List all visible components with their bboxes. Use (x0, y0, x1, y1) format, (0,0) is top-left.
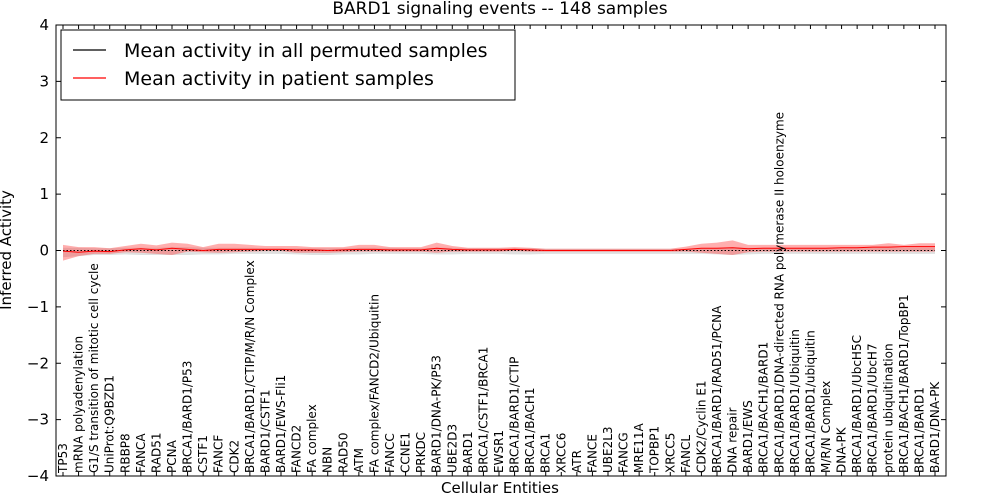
x-tick-label: BRCA1/BARD1/ubiquitin (803, 330, 817, 473)
x-tick-label: UBE2L3 (601, 426, 615, 473)
x-tick-label: ATM (352, 448, 366, 473)
x-tick-label: UniProt:Q9BZD1 (103, 375, 117, 473)
x-tick-label: BRCA1/BARD1/UbcH7 (866, 343, 880, 473)
x-tick-label: RAD51 (149, 432, 163, 473)
x-tick-label: BARD1/CSTF1 (258, 389, 272, 473)
legend: Mean activity in all permuted samples Me… (60, 29, 516, 101)
x-tick-label: FANCC (383, 433, 397, 473)
y-tick-label: 0 (39, 242, 49, 260)
x-tick-label: BRCA1/CSTF1/BRCA1 (476, 347, 490, 473)
y-tick-label: 2 (39, 129, 49, 147)
x-tick-label: ATR (570, 450, 584, 473)
x-axis-label: Cellular Entities (441, 479, 559, 497)
x-tick-label: BRCA1/BARD1/CTIP/M/R/N Complex (243, 260, 257, 473)
x-tick-label: BRCA1/BARD1/DNA-directed RNA polymerase … (772, 112, 786, 473)
x-tick-label: PRKDC (414, 432, 428, 473)
x-tick-label: BRCA1/BARD1/UbcH5C (850, 335, 864, 473)
x-tick-label: FANCD2 (290, 425, 304, 473)
chart-title: BARD1 signaling events -- 148 samples (332, 0, 667, 19)
x-tick-label: EWSR1 (492, 430, 506, 473)
y-tick-label: 1 (39, 185, 49, 203)
x-tick-label: BRCA1/BARD1/P53 (181, 361, 195, 473)
x-tick-label: CDK2/Cyclin E1 (694, 380, 708, 473)
x-tick-label: BARD1/EWS (741, 400, 755, 473)
x-tick-label: BRCA1/BACH1/BARD1 (757, 342, 771, 473)
x-tick-label: BRCA1/BARD1 (912, 387, 926, 473)
x-tick-label: MRE11A (632, 422, 646, 473)
x-tick-label: FA complex/FANCD2/Ubiquitin (367, 294, 381, 473)
x-tick-label: DNA repair (726, 407, 740, 473)
x-tick-label: BRCA1/BACH1/BARD1/TopBP1 (897, 294, 911, 473)
y-tick-label: 4 (39, 16, 49, 34)
y-tick-label: 3 (39, 72, 49, 90)
legend-box (60, 29, 516, 101)
series-1-line (62, 246, 935, 253)
y-tick-label: −2 (27, 354, 49, 372)
y-axis-label: Inferred Activity (0, 190, 15, 310)
y-tick-label: −4 (27, 467, 49, 485)
x-tick-label: mRNA polyadenylation (72, 336, 86, 473)
x-tick-label: BRCA1/BARD1/RAD51/PCNA (710, 305, 724, 473)
x-tick-label: BARD1/DNA-PK (928, 381, 942, 473)
x-tick-label: DNA-PK (835, 426, 849, 473)
x-tick-label: FANCE (585, 434, 599, 473)
x-tick-label: FANCA (134, 433, 148, 473)
y-tick-label: −3 (27, 411, 49, 429)
x-tick-label: BARD1 (461, 431, 475, 473)
x-tick-label: XRCC5 (663, 433, 677, 473)
x-tick-label: TOPBP1 (648, 426, 662, 474)
x-tick-label: RBBP8 (118, 433, 132, 473)
series-1-band (63, 240, 935, 261)
x-tick-label: XRCC6 (554, 433, 568, 473)
x-tick-label: CDK2 (227, 440, 241, 473)
x-tick-label: FANCF (212, 435, 226, 473)
x-tick-label: BARD1/DNA-PK/P53 (430, 355, 444, 473)
x-tick-label: FANCL (679, 435, 693, 473)
y-tick-label: −1 (27, 298, 49, 316)
x-tick-label: TP53 (56, 443, 70, 474)
x-tick-label: BRCA1/BARD1/Ubiquitin (788, 329, 802, 473)
x-tick-label: NBN (321, 447, 335, 473)
x-tick-label: CCNE1 (399, 432, 413, 473)
x-tick-label: BARD1/EWS-Fli1 (274, 375, 288, 473)
x-tick-label: BRCA1/BACH1 (523, 387, 537, 473)
legend-label-patient: Mean activity in patient samples (124, 68, 434, 90)
x-tick-label: BRCA1/BARD1/CTIP (508, 357, 522, 473)
x-tick-label: M/R/N Complex (819, 381, 833, 473)
x-tick-label: PCNA (165, 439, 179, 473)
x-tick-label: CSTF1 (196, 435, 210, 473)
x-tick-label: FA complex (305, 404, 319, 473)
x-tick-label: FANCG (617, 432, 631, 473)
legend-label-permuted: Mean activity in all permuted samples (124, 40, 487, 62)
x-tick-label: G1/S transition of mitotic cell cycle (87, 263, 101, 473)
x-tick-label: BRCA1 (539, 433, 553, 473)
x-tick-label: RAD50 (336, 432, 350, 473)
x-tick-label: UBE2D3 (445, 424, 459, 473)
x-tick-label: protein ubiquitination (881, 343, 895, 473)
